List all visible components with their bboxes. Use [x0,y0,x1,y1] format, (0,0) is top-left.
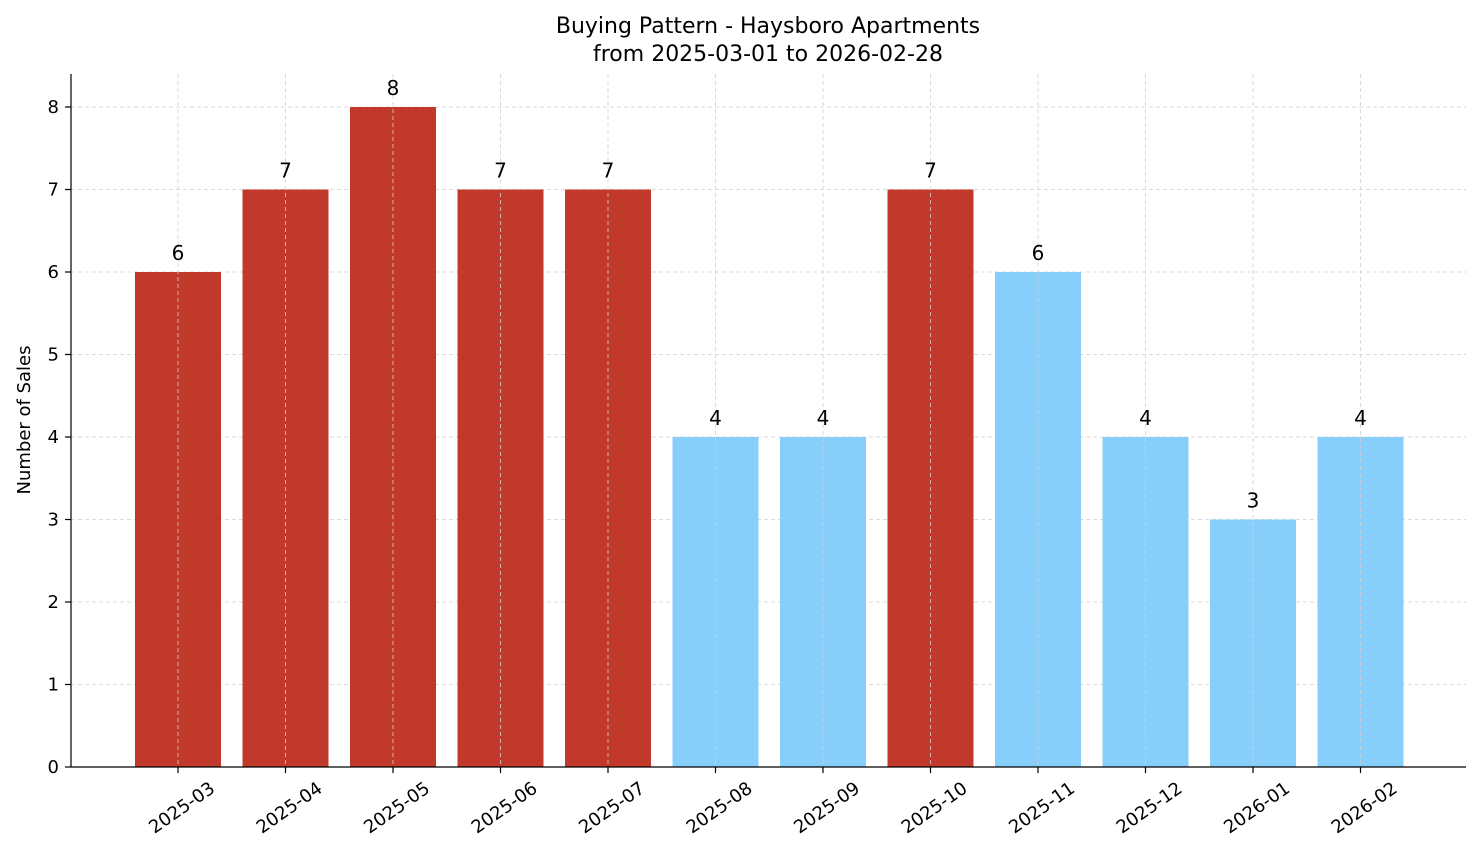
y-tick-label: 0 [48,757,59,778]
y-tick-label: 4 [48,427,59,448]
y-tick-label: 2 [48,592,59,613]
y-tick-label: 3 [48,510,59,531]
bar-value-label: 4 [1354,406,1367,430]
x-tick-label: 2025-06 [468,778,542,838]
x-tick-label: 2025-07 [575,778,649,838]
bar-2025-05 [350,107,436,767]
bar-value-label: 7 [924,159,937,183]
bar-value-label: 8 [387,76,400,100]
bar-value-label: 6 [172,241,185,265]
x-tick-label: 2025-05 [360,778,434,838]
x-tick-label: 2025-09 [790,778,864,838]
bar-value-label: 6 [1032,241,1045,265]
x-tick-label: 2025-04 [253,778,327,838]
bar-value-label: 7 [279,159,292,183]
bar-2025-07 [565,189,651,767]
y-axis-label: Number of Sales [14,345,35,494]
x-tick-label: 2025-11 [1005,778,1079,838]
y-tick-label: 7 [48,180,59,201]
y-tick-label: 6 [48,262,59,283]
x-tick-label: 2026-02 [1328,778,1402,838]
y-tick-label: 5 [48,345,59,366]
bar-value-label: 4 [817,406,830,430]
x-tick-label: 2025-08 [683,778,757,838]
bar-value-label: 4 [1139,406,1152,430]
bar-value-label: 7 [494,159,507,183]
chart-title: Buying Pattern - Haysboro Apartments [556,14,980,39]
y-tick-label: 1 [48,675,59,696]
bar-value-label: 4 [709,406,722,430]
bar-value-label: 7 [602,159,615,183]
bar-2025-06 [457,189,544,767]
y-tick-label: 8 [48,97,59,118]
bar-2025-04 [242,189,329,767]
data-labels: 6 7 8 7 7 4 4 7 6 4 3 4 [172,76,1367,513]
x-tick-label: 2025-10 [898,778,972,838]
x-tick-label: 2025-03 [145,778,219,838]
bar-value-label: 3 [1247,489,1260,513]
bar-2025-10 [887,189,974,767]
x-tick-label: 2026-01 [1220,778,1294,838]
chart-subtitle: from 2025-03-01 to 2026-02-28 [593,42,943,67]
x-tick-label: 2025-12 [1113,778,1187,838]
